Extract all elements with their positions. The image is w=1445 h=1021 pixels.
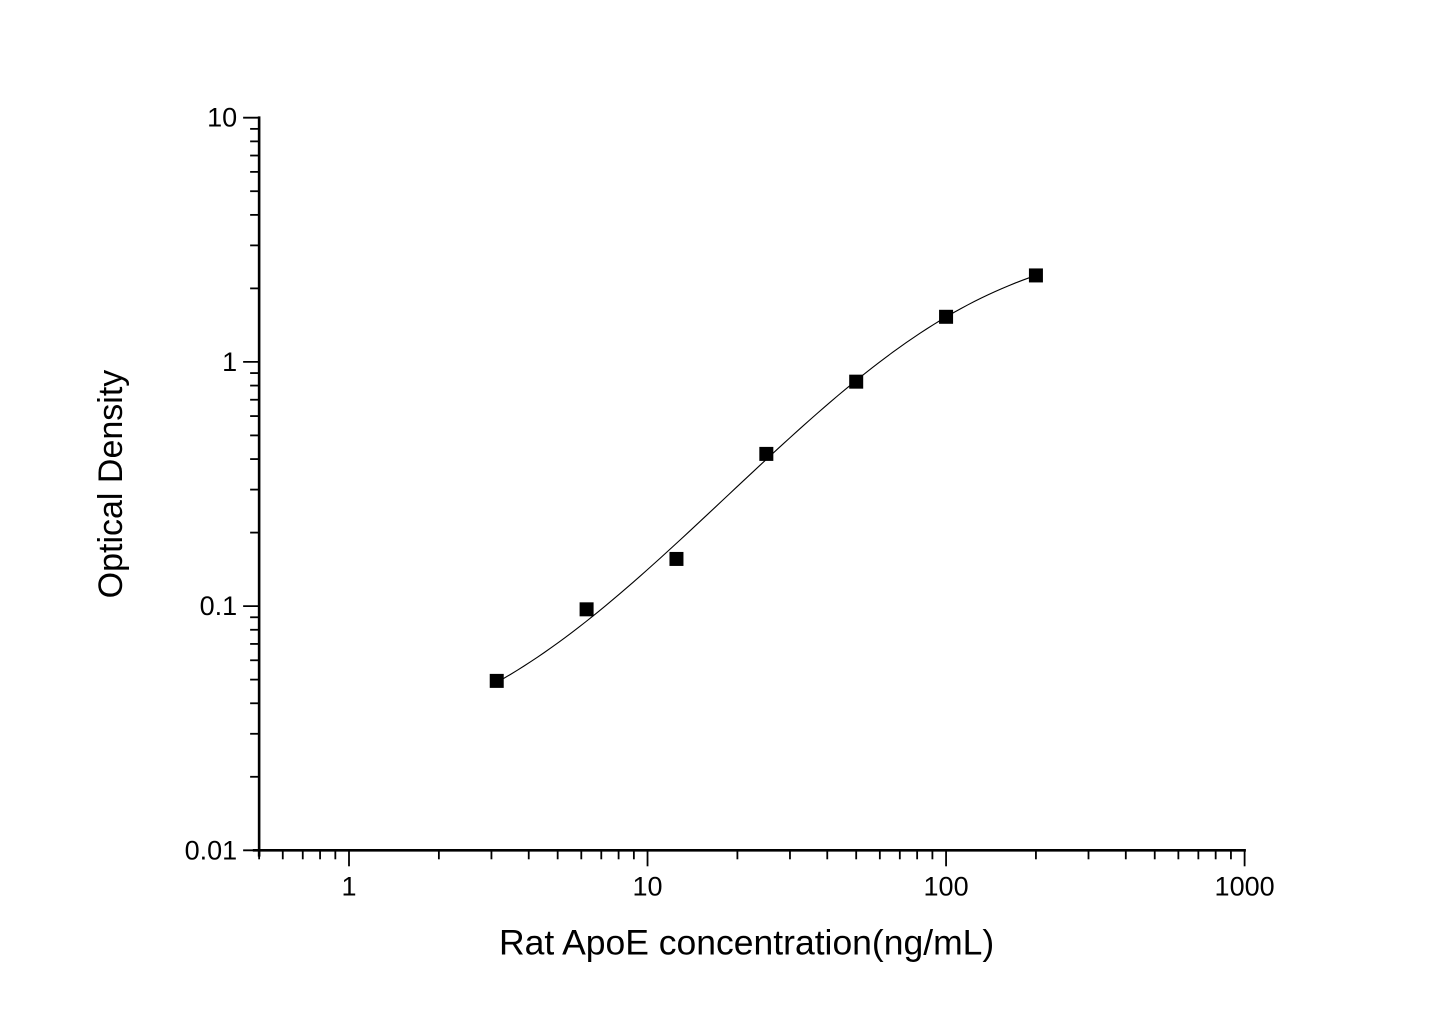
svg-text:Optical Density: Optical Density [92, 370, 130, 599]
svg-text:0.1: 0.1 [200, 591, 238, 621]
svg-text:1: 1 [222, 347, 237, 377]
svg-text:0.01: 0.01 [185, 835, 238, 865]
svg-text:10: 10 [633, 871, 663, 901]
svg-text:Rat ApoE concentration(ng/mL): Rat ApoE concentration(ng/mL) [499, 923, 994, 963]
svg-text:1000: 1000 [1215, 871, 1275, 901]
svg-text:10: 10 [207, 103, 237, 133]
svg-text:100: 100 [924, 871, 969, 901]
svg-text:1: 1 [341, 871, 356, 901]
